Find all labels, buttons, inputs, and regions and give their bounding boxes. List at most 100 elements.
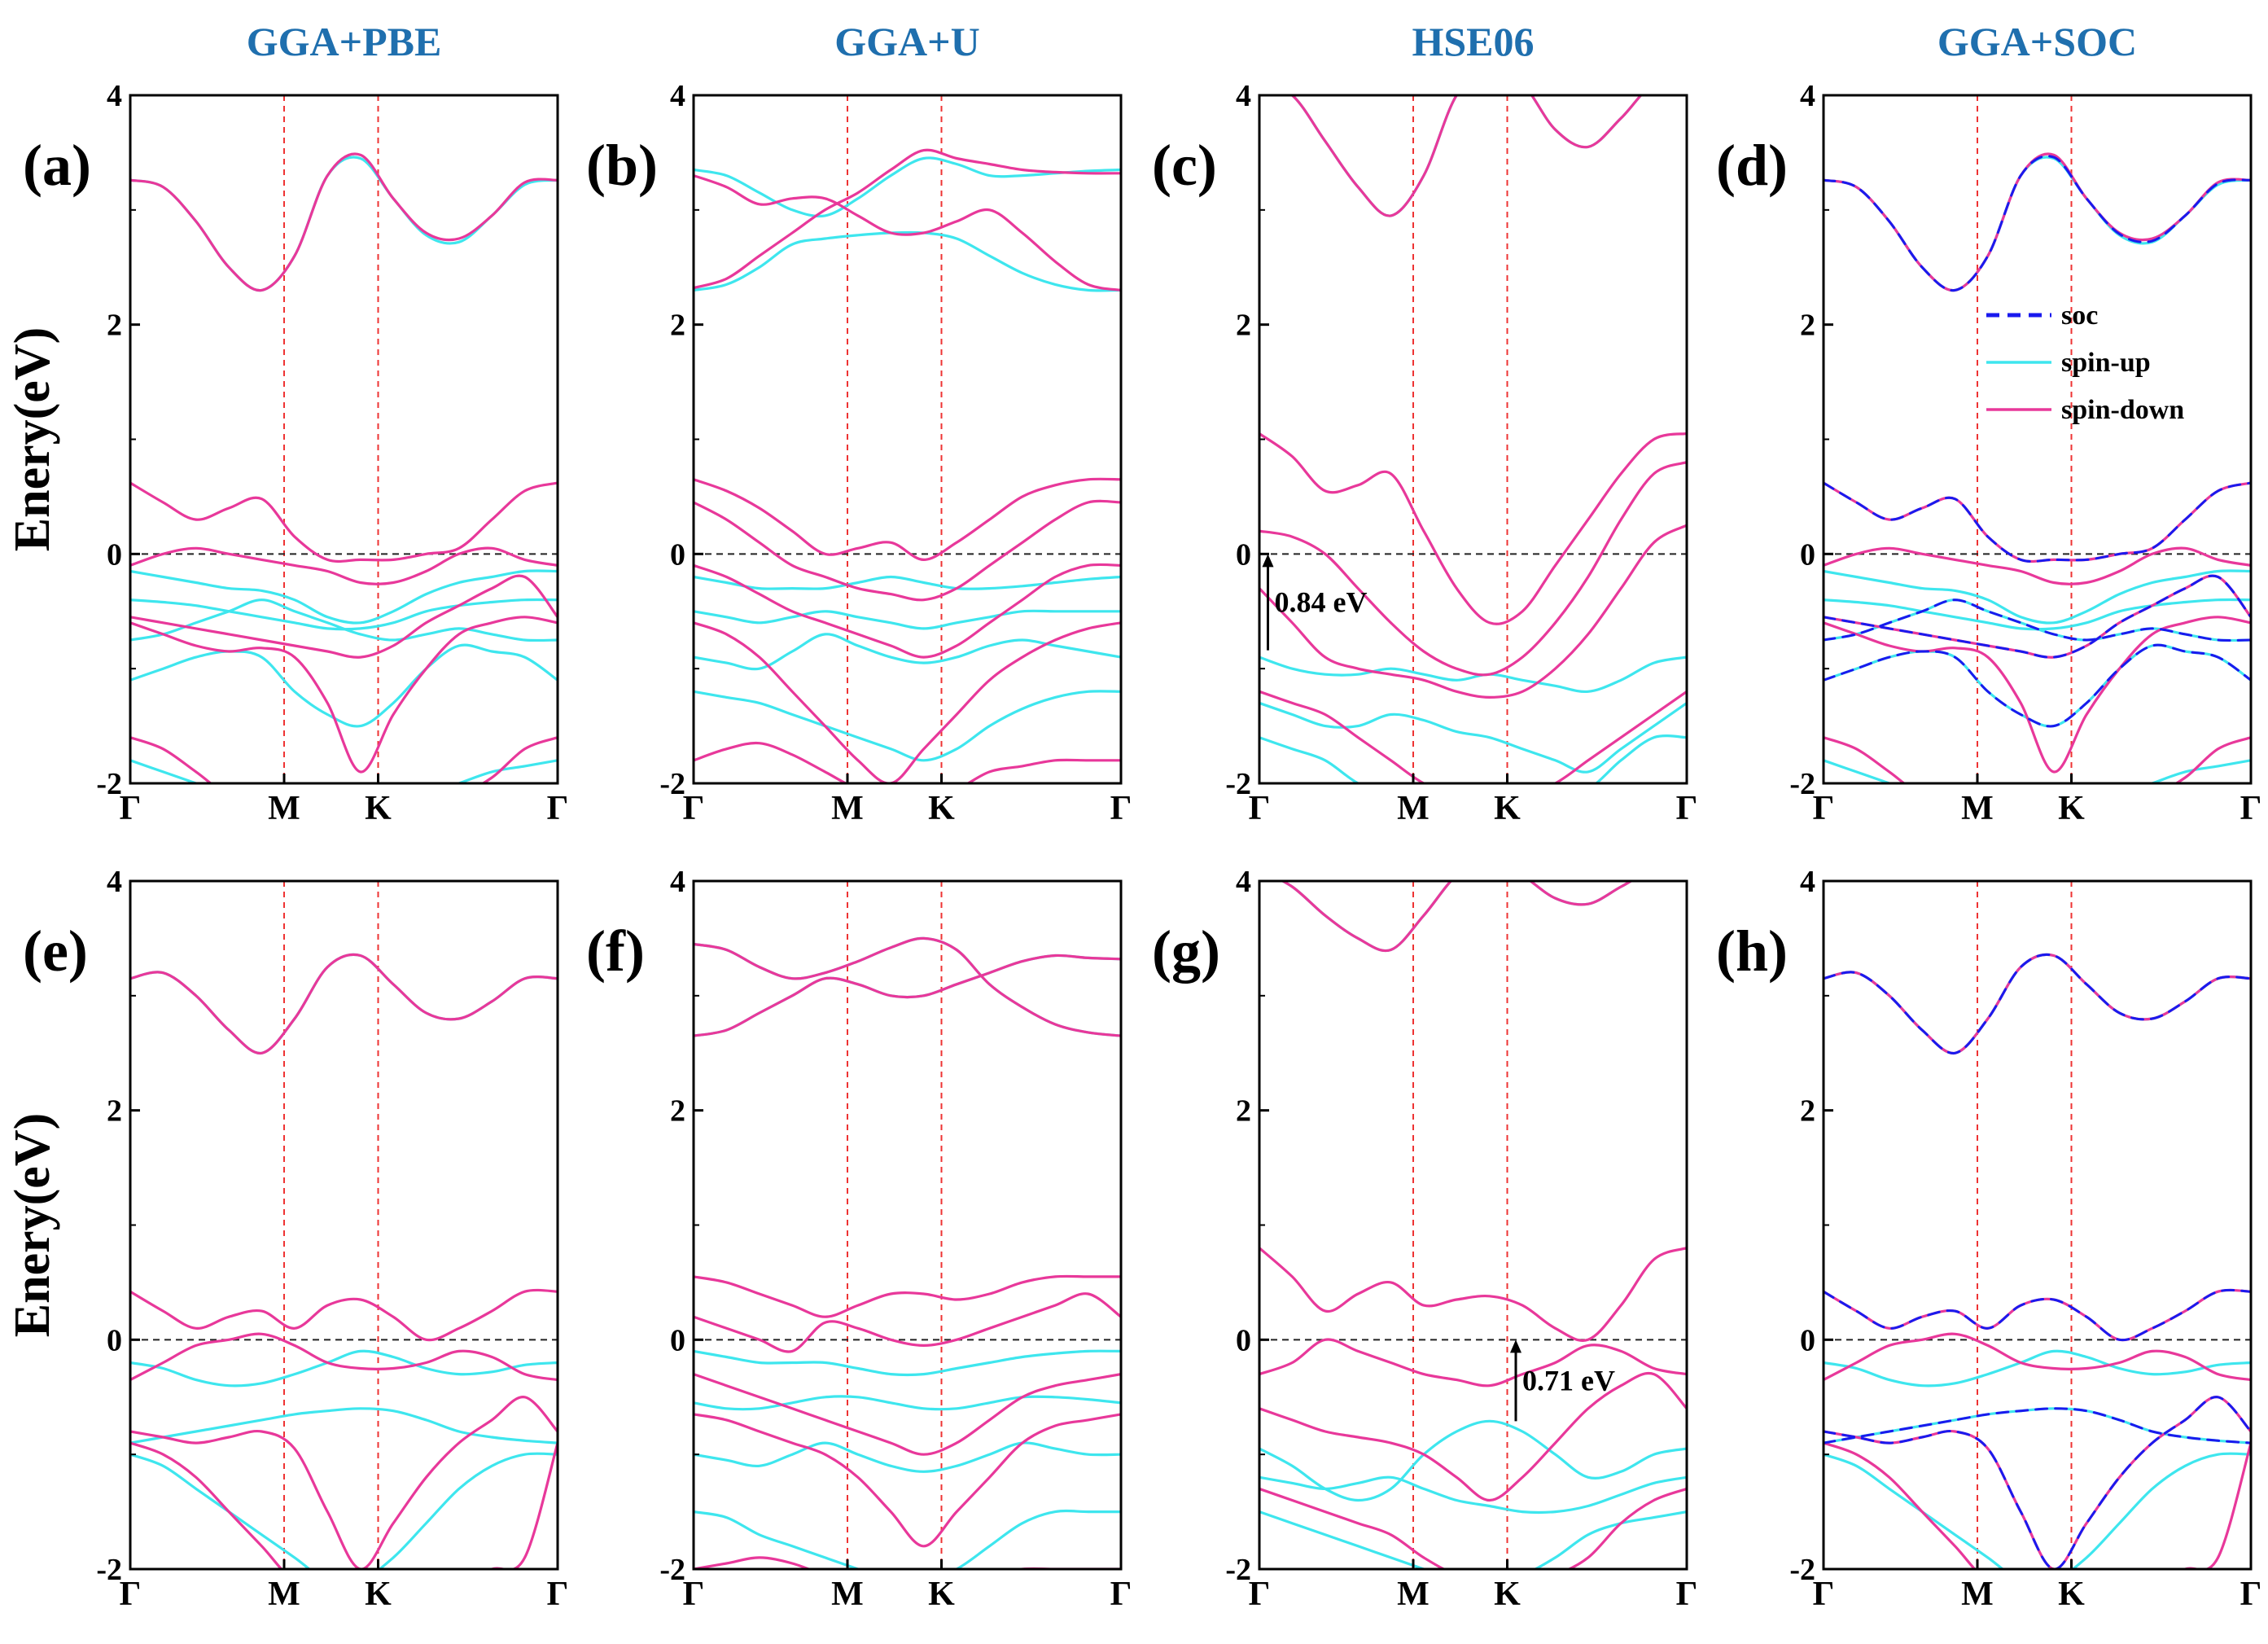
band-panel: -2 0 2 4 Γ M K Γ (a) [23,79,568,827]
band-lines [694,148,1121,783]
band-line-spin-down [694,954,1121,1037]
band-panel: -2 0 2 4 Γ M K Γ (e) [23,865,568,1613]
y-tick-label: 2 [1236,1094,1251,1129]
band-line-spin-up [130,643,558,728]
band-panel: -2 0 2 4 Γ M K Γ (g) 0.71 eV [1152,865,1697,1613]
band-line-spin-up [694,690,1121,762]
band-line-spin-down [1824,953,2251,1054]
band-line-spin-down [1259,524,1687,699]
band-line-spin-up [694,936,1121,1037]
band-line-spin-down [1280,881,1634,953]
band-line-spin-up [130,953,558,1054]
y-tick-label: 2 [1800,309,1815,343]
panel-label: (b) [586,133,658,198]
x-tick-label: K [365,1576,392,1613]
band-gap-label: 0.84 eV [1275,585,1368,618]
x-tick-label: Γ [1813,1576,1835,1613]
x-tick-label: Γ [2240,1576,2262,1613]
y-tick-label: 2 [1236,309,1251,343]
band-line-spin-down [694,1274,1121,1318]
x-tick-label: M [1961,1576,1994,1613]
y-tick-label: 4 [1236,865,1251,899]
y-tick-label: -2 [1789,767,1815,801]
y-tick-label: -2 [96,767,122,801]
band-line-spin-up [130,156,558,292]
y-tick-label: 0 [1236,1323,1251,1357]
band-line-spin-up [1259,701,1687,774]
plot-frame [692,94,1123,785]
band-line-spin-up [1259,734,1687,783]
x-tick-label: M [831,790,864,827]
x-tick-label: Γ [1249,1576,1271,1613]
band-line-spin-down [694,621,1121,783]
x-tick-label: Γ [1813,790,1835,827]
band-lines [1824,152,2251,783]
x-tick-label: K [2058,790,2085,827]
band-lines [1824,953,2251,1569]
y-tick-label: 4 [670,865,685,899]
x-tick-label: M [268,1576,300,1613]
y-tick-label: 4 [107,865,122,899]
band-line-spin-up [694,1395,1121,1411]
column-title: HSE06 [1412,19,1534,64]
band-line-spin-up [694,575,1121,590]
band-line-spin-down [130,1288,558,1342]
band-line-spin-up [1259,1419,1687,1502]
band-panel: -2 0 2 4 Γ M K Γ (d) soc spin-up spin-down [1716,79,2261,827]
band-line-spin-up [694,156,1121,218]
band-line-spin-up [1280,881,1634,953]
band-lines [1259,881,1687,1569]
band-line-spin-up [1824,569,2251,625]
y-tick-label: 0 [107,1323,122,1357]
band-lines [130,152,558,783]
band-line-spin-up [694,230,1121,292]
band-line-spin-soc [1824,953,2251,1054]
band-line-spin-down [1824,152,2251,292]
band-line-spin-up [130,759,558,783]
y-tick-label: -2 [659,1553,685,1587]
band-line-spin-down [130,546,558,585]
band-line-spin-down [694,477,1121,561]
column-title: GGA+PBE [247,19,442,64]
band-line-spin-down [130,152,558,292]
band-line-spin-up [1259,655,1687,694]
column-title: GGA+U [834,19,980,64]
y-tick-label: 0 [1800,1323,1815,1357]
x-tick-label: Γ [1676,790,1698,827]
x-tick-label: K [1494,790,1521,827]
y-tick-label: -2 [1225,1553,1251,1587]
band-line-spin-up [130,598,558,631]
panel-label: (g) [1152,918,1220,984]
band-line-spin-up [130,1452,558,1569]
band-line-spin-down [1824,1396,2251,1569]
y-tick-label: 4 [1236,79,1251,113]
band-line-spin-up [130,569,558,625]
y-tick-label: 2 [670,309,685,343]
band-line-spin-up [1289,95,1643,217]
panel-label: (e) [23,918,88,984]
band-line-spin-soc [1824,155,2251,292]
y-tick-label: 4 [1800,79,1815,113]
band-line-spin-down [1824,616,2251,774]
band-panel: -2 0 2 4 Γ M K Γ (c) 0.84 eV [1152,79,1698,827]
x-tick-label: Γ [120,790,142,827]
y-tick-label: 4 [1800,865,1815,899]
x-tick-label: Γ [120,1576,142,1613]
band-line-spin-soc [1824,643,2251,728]
y-tick-label: 4 [670,79,685,113]
band-line-spin-up [1824,156,2251,292]
column-title: GGA+SOC [1937,19,2137,64]
band-line-spin-up [130,598,558,642]
panel-label: (d) [1716,133,1788,198]
y-tick-label: -2 [659,767,685,801]
band-line-spin-up [1824,1349,2251,1388]
x-tick-label: M [268,790,300,827]
band-line-spin-down [1824,736,2251,783]
legend-label: soc [2061,300,2098,331]
band-line-spin-down [694,499,1121,602]
x-tick-label: Γ [1110,790,1132,827]
band-line-spin-down [1259,690,1687,783]
x-tick-label: K [365,790,392,827]
y-tick-label: 2 [107,309,122,343]
